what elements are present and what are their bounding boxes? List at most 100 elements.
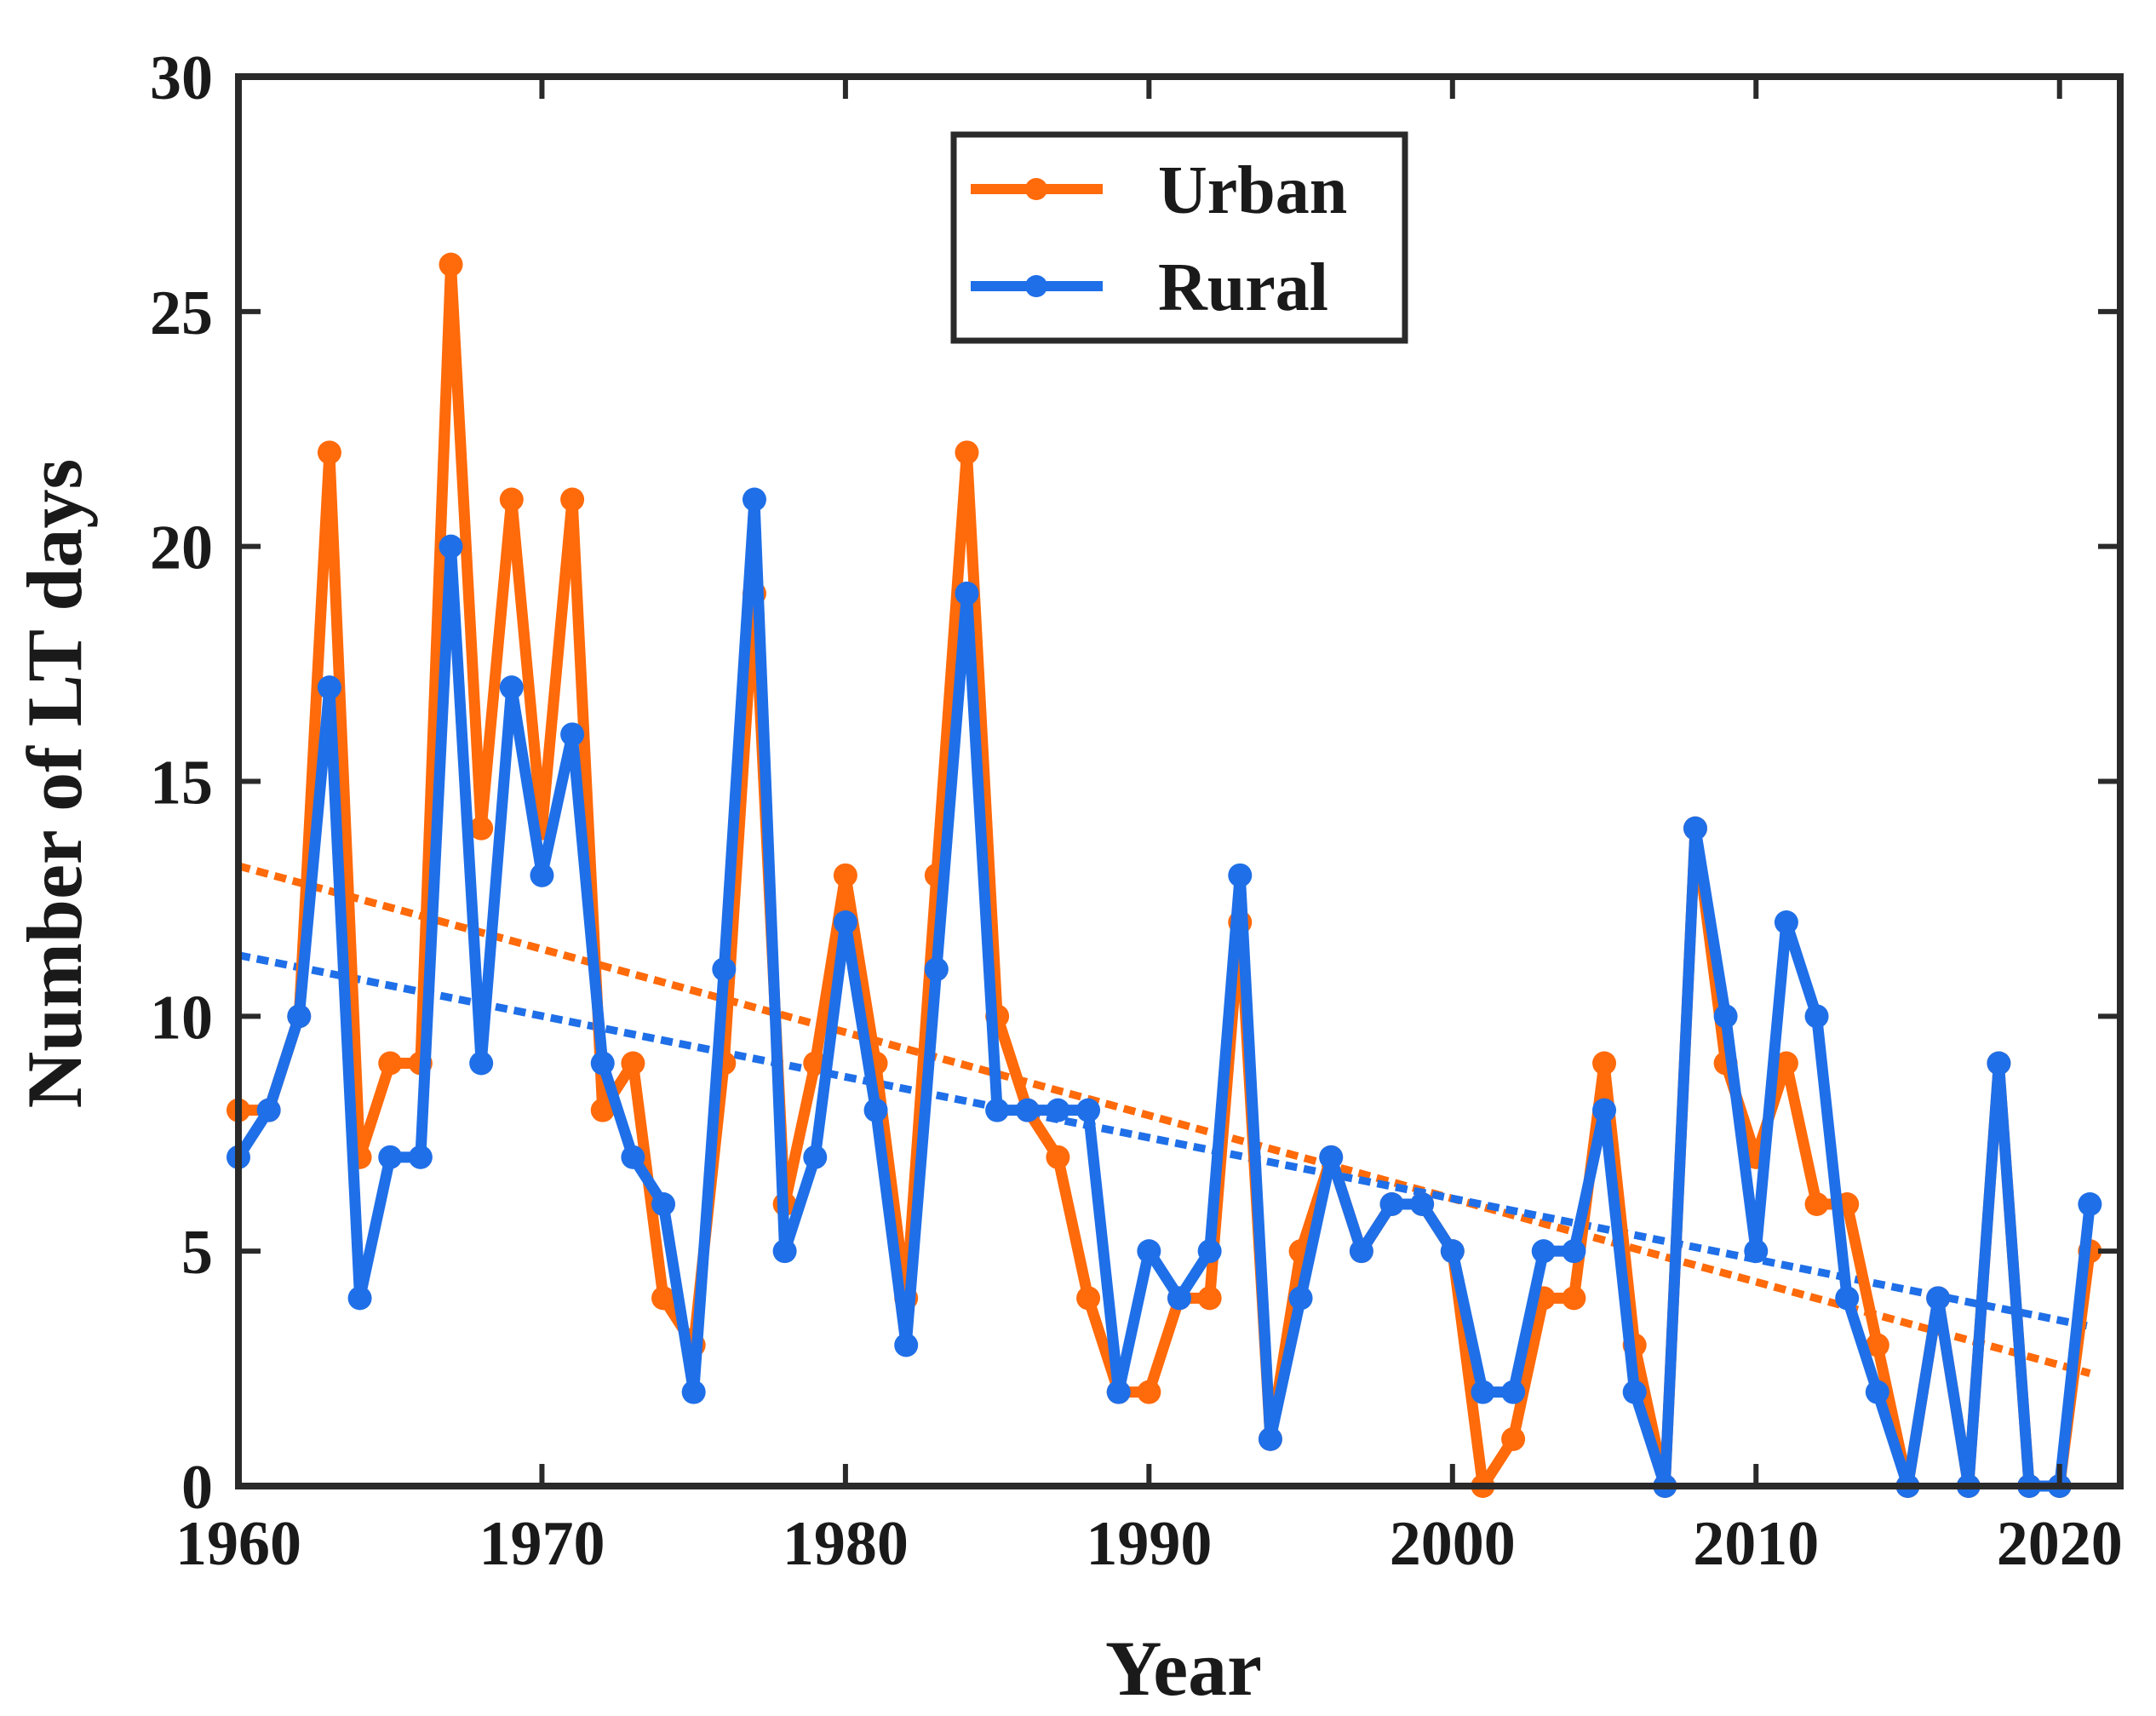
legend-box xyxy=(950,131,1408,344)
data-point-urban-1984 xyxy=(955,440,979,465)
data-point-urban-2011 xyxy=(1774,1051,1798,1076)
data-point-rural-1984 xyxy=(955,581,979,605)
x-axis-title: Year xyxy=(1105,1625,1262,1712)
series-layer xyxy=(226,252,2102,1498)
y-tick-label: 25 xyxy=(150,278,213,348)
legend-rural-marker xyxy=(1025,275,1047,297)
data-point-rural-2016 xyxy=(1926,1286,1951,1311)
tick-layer: 1960 1970 1980 1990 2000 2010 2020 0 5 10 15 20 25 30 xyxy=(150,43,2123,1579)
data-point-rural-1964 xyxy=(347,1286,372,1311)
x-tick-label: 1970 xyxy=(479,1509,605,1579)
data-point-rural-2014 xyxy=(1865,1380,1889,1404)
x-tick-label: 2010 xyxy=(1693,1509,1819,1579)
data-point-urban-2014 xyxy=(1865,1333,1889,1357)
data-point-rural-2008 xyxy=(1683,816,1707,841)
data-point-urban-1963 xyxy=(317,440,341,465)
x-tick-label: 2000 xyxy=(1390,1509,1516,1579)
data-point-urban-1973 xyxy=(621,1051,645,1076)
data-point-rural-2021 xyxy=(2078,1192,2102,1216)
x-tick-label: 1980 xyxy=(783,1509,909,1579)
data-point-rural-1983 xyxy=(924,957,949,982)
data-point-rural-1995 xyxy=(1288,1286,1313,1311)
data-point-urban-2002 xyxy=(1501,1426,1526,1451)
data-point-rural-1968 xyxy=(469,1051,494,1076)
data-point-rural-1971 xyxy=(560,722,585,747)
legend-rural-label: Rural xyxy=(1158,250,1328,325)
legend-urban-label: Urban xyxy=(1158,153,1347,228)
data-point-rural-2012 xyxy=(1804,1004,1829,1029)
data-point-rural-1996 xyxy=(1319,1145,1344,1169)
data-point-rural-1986 xyxy=(1015,1098,1040,1122)
data-point-rural-2009 xyxy=(1713,1004,1738,1029)
data-point-urban-1980 xyxy=(833,863,857,887)
y-tick-label: 0 xyxy=(181,1453,213,1523)
data-point-rural-1988 xyxy=(1076,1098,1101,1122)
data-point-rural-2006 xyxy=(1622,1380,1647,1404)
data-point-rural-1970 xyxy=(530,863,554,887)
legend-urban-marker xyxy=(1025,178,1047,200)
data-point-rural-2011 xyxy=(1774,910,1798,934)
x-tick-label: 2020 xyxy=(1997,1509,2123,1579)
data-point-rural-2001 xyxy=(1471,1380,1495,1404)
data-point-rural-1990 xyxy=(1137,1239,1161,1264)
y-tick-label: 5 xyxy=(181,1218,213,1288)
data-point-rural-1966 xyxy=(408,1145,433,1169)
data-point-rural-1978 xyxy=(772,1239,797,1264)
y-tick-label: 15 xyxy=(150,749,213,818)
data-point-rural-1972 xyxy=(590,1051,615,1076)
data-point-rural-1963 xyxy=(317,675,341,700)
data-point-rural-1994 xyxy=(1258,1426,1282,1451)
data-point-rural-1981 xyxy=(863,1098,888,1122)
data-point-rural-1967 xyxy=(439,534,463,559)
data-point-urban-1971 xyxy=(560,487,585,512)
data-point-rural-1989 xyxy=(1106,1380,1131,1404)
x-tick-label: 1990 xyxy=(1086,1509,1212,1579)
data-point-urban-1987 xyxy=(1046,1145,1070,1169)
data-point-rural-1962 xyxy=(287,1004,312,1029)
data-point-rural-2018 xyxy=(1987,1051,2011,1076)
data-point-rural-2013 xyxy=(1835,1286,1860,1311)
data-point-rural-1976 xyxy=(712,957,737,982)
data-point-urban-1972 xyxy=(590,1098,615,1122)
x-tick-label: 1960 xyxy=(175,1509,301,1579)
legend: Urban Rural xyxy=(950,131,1408,344)
data-point-rural-1961 xyxy=(256,1098,281,1122)
series-line-urban xyxy=(232,259,2096,1492)
data-point-urban-1974 xyxy=(651,1286,676,1311)
data-point-rural-1977 xyxy=(742,487,766,512)
y-axis-title: Number of LT days xyxy=(11,459,98,1109)
data-point-rural-1993 xyxy=(1228,863,1253,887)
data-point-rural-1974 xyxy=(651,1192,676,1216)
data-point-rural-1999 xyxy=(1410,1192,1435,1216)
data-point-rural-1987 xyxy=(1046,1098,1070,1122)
trendline-urban xyxy=(237,862,2091,1377)
data-point-rural-1982 xyxy=(894,1333,919,1357)
data-point-rural-1998 xyxy=(1379,1192,1404,1216)
data-point-urban-1988 xyxy=(1076,1286,1101,1311)
data-point-rural-1965 xyxy=(378,1145,403,1169)
data-point-urban-1990 xyxy=(1137,1380,1161,1404)
trendline-rural xyxy=(238,951,2091,1330)
series-line-rural xyxy=(232,494,2096,1492)
data-point-urban-1969 xyxy=(499,487,524,512)
data-point-rural-2002 xyxy=(1501,1380,1526,1404)
data-point-rural-1991 xyxy=(1167,1286,1191,1311)
data-point-rural-1985 xyxy=(985,1098,1010,1122)
y-tick-label: 30 xyxy=(150,43,213,113)
data-point-urban-2004 xyxy=(1562,1286,1586,1311)
y-tick-label: 10 xyxy=(150,983,213,1053)
data-point-rural-1979 xyxy=(803,1145,828,1169)
data-point-urban-1968 xyxy=(469,816,494,841)
data-point-urban-2005 xyxy=(1592,1051,1617,1076)
data-point-rural-1973 xyxy=(621,1145,645,1169)
data-point-urban-2012 xyxy=(1804,1192,1829,1216)
data-point-rural-2003 xyxy=(1531,1239,1556,1264)
data-point-urban-1967 xyxy=(439,252,463,277)
trendline-layer xyxy=(237,862,2091,1377)
y-tick-label: 20 xyxy=(150,514,213,583)
data-point-rural-1997 xyxy=(1349,1239,1373,1264)
data-point-rural-2000 xyxy=(1440,1239,1465,1264)
data-point-rural-2010 xyxy=(1744,1239,1769,1264)
data-point-urban-1992 xyxy=(1197,1286,1222,1311)
